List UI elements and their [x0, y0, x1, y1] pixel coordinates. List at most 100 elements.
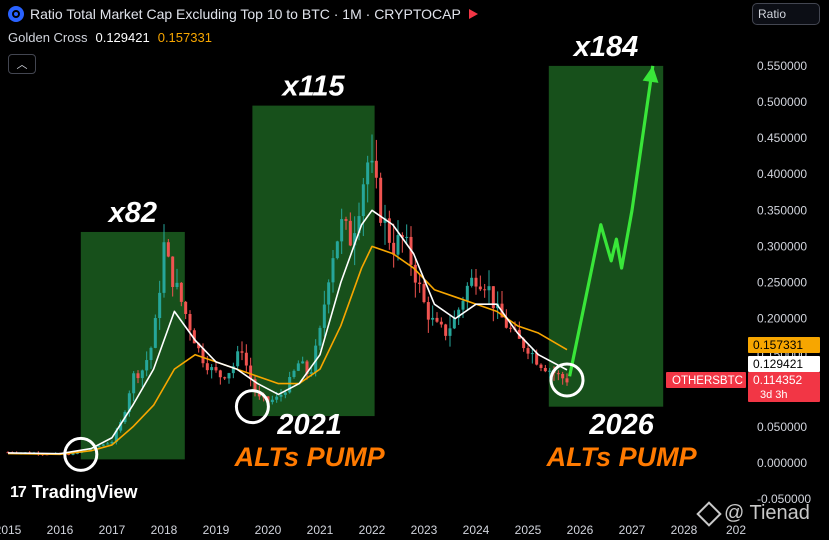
chevron-up-icon: ︿ [16, 59, 28, 71]
candle-body [314, 345, 318, 373]
candle-body [179, 282, 183, 302]
price-label-countdown: 3d 3h [760, 389, 788, 401]
slow-ma-line [7, 245, 568, 456]
annotation-alts-pump: ALTs PUMP [234, 442, 386, 472]
indicator-legend[interactable]: Golden Cross 0.129421 0.157331 [8, 30, 212, 45]
candle-body [253, 379, 257, 392]
candle-body [491, 286, 495, 309]
price-label-value: 0.129421 [753, 357, 803, 371]
candle-body [374, 160, 378, 178]
annotation-alts-pump: ALTs PUMP [546, 442, 698, 472]
tradingview-wordmark: TradingView [31, 482, 138, 502]
candle-body [279, 394, 283, 397]
annotation-year: 2021 [276, 409, 342, 441]
candle-body [418, 282, 422, 285]
candle-body [335, 241, 339, 259]
candle-body [444, 324, 448, 336]
candle-body [318, 327, 322, 346]
y-tick-label: 0.200000 [757, 312, 807, 326]
candle-body [400, 235, 404, 238]
candle-body [457, 309, 461, 318]
candle-body [392, 242, 396, 255]
candle-body [162, 242, 166, 293]
candle-body [422, 284, 426, 303]
x-tick-label: 202 [726, 523, 746, 537]
candle-body [249, 365, 253, 380]
candle-body [296, 363, 300, 371]
flag-icon[interactable] [468, 9, 478, 19]
candle-body [231, 366, 235, 374]
candle-body [348, 220, 352, 246]
candle-body [214, 367, 218, 371]
candle-body [452, 317, 456, 329]
highlight-zone [80, 231, 185, 460]
collapse-legend-button[interactable]: ︿ [8, 54, 36, 74]
candle-body [236, 351, 240, 367]
y-tick-label: 0.350000 [757, 203, 807, 217]
tradingview-logo: 17 TradingView [10, 482, 138, 503]
highlight-zone [252, 105, 375, 417]
tradingview-mark-icon: 17 [10, 483, 27, 501]
chart-header: Ratio Total Market Cap Excluding Top 10 … [8, 6, 478, 22]
watermark-text: @ Tienad [724, 502, 810, 524]
candle-body [327, 282, 331, 305]
candle-body [474, 277, 478, 287]
candle-body [88, 449, 92, 451]
candle-body [110, 441, 114, 444]
indicator-value-fast: 0.129421 [95, 30, 150, 45]
candle-body [556, 373, 560, 375]
candle-body [361, 184, 365, 217]
y-tick-label: 0.400000 [757, 167, 807, 181]
candle-body [504, 317, 508, 328]
bottom-circle-marker [549, 362, 585, 398]
candle-body [526, 348, 530, 354]
bottom-circle-marker [234, 389, 270, 425]
y-tick-label: 0.000000 [757, 456, 807, 470]
candle-body [6, 452, 10, 454]
candle-body [426, 302, 430, 320]
y-tick-label: 0.450000 [757, 131, 807, 145]
x-tick-label: 2023 [411, 523, 438, 537]
candle-body [448, 328, 452, 336]
candle-body [353, 233, 357, 246]
watermark: @ Tienad [696, 500, 810, 527]
cryptocap-logo-icon [8, 6, 24, 22]
candle-body [67, 453, 71, 455]
candle-body [218, 370, 222, 378]
candle-body [487, 286, 491, 291]
candle-body [396, 235, 400, 255]
candle-body [357, 216, 361, 234]
candle-body [305, 361, 309, 374]
candle-body [470, 277, 474, 286]
bottom-circle-marker [63, 436, 99, 472]
candle-body [439, 321, 443, 325]
x-tick-label: 2021 [307, 523, 334, 537]
candle-body [240, 351, 244, 353]
candle-body [461, 300, 465, 310]
candle-body [370, 160, 374, 163]
candle-body [158, 292, 162, 319]
candle-body [283, 392, 287, 395]
fast-ma-line [7, 209, 568, 455]
scale-mode-button[interactable]: Ratio [752, 3, 820, 25]
candle-body [166, 242, 170, 257]
candle-body [201, 348, 205, 364]
candle-body [114, 430, 118, 442]
candle-body [257, 391, 261, 397]
price-label-box [748, 372, 820, 402]
x-tick-label: 2017 [99, 523, 126, 537]
candle-body [344, 219, 348, 221]
indicator-name: Golden Cross [8, 30, 88, 45]
candle-body [478, 286, 482, 290]
candle-body [548, 370, 552, 372]
candle-body [561, 373, 565, 379]
candle-body [145, 360, 149, 371]
projection-arrowhead-icon [642, 65, 659, 83]
candle-body [106, 443, 110, 445]
candle-body [184, 301, 188, 314]
x-tick-label: 2016 [47, 523, 74, 537]
candle-body [366, 162, 370, 185]
symbol-label-text: OTHERSBTC [672, 375, 743, 387]
price-label-value: 0.114352 [753, 373, 802, 387]
